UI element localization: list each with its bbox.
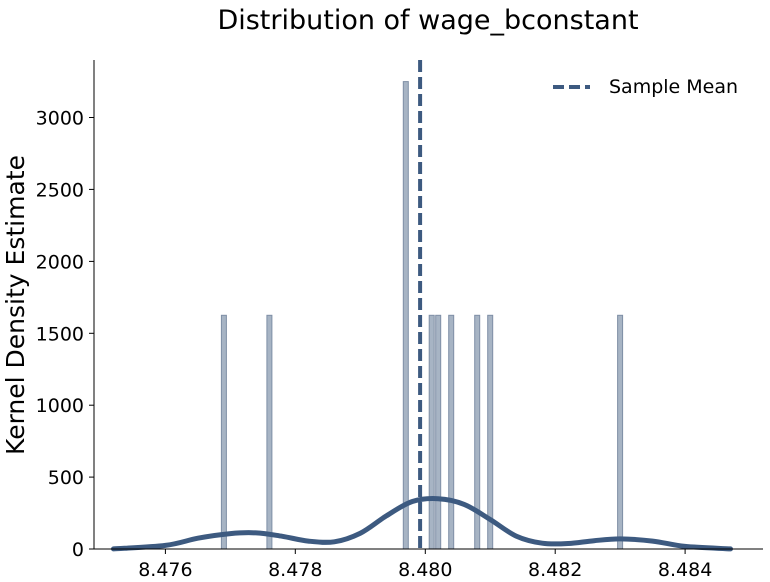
y-tick-label: 2000 bbox=[36, 251, 84, 273]
y-tick-label: 1500 bbox=[36, 323, 84, 345]
histogram-bar-4 bbox=[428, 314, 435, 550]
histogram-bar-8 bbox=[487, 314, 494, 550]
y-tick-label: 500 bbox=[48, 467, 84, 489]
histogram-bar-2 bbox=[266, 314, 273, 550]
legend-label-sample-mean: Sample Mean bbox=[609, 76, 738, 98]
histogram-bar-6 bbox=[448, 314, 455, 550]
histogram-bar-9 bbox=[617, 314, 624, 550]
x-tick-label: 8.482 bbox=[528, 559, 582, 581]
histogram-bar-5 bbox=[435, 314, 442, 550]
kde-series bbox=[111, 496, 733, 552]
x-tick-label: 8.478 bbox=[268, 559, 322, 581]
y-tick-label: 2500 bbox=[36, 179, 84, 201]
x-tick-label: 8.484 bbox=[658, 559, 712, 581]
histogram-bars bbox=[220, 81, 624, 550]
y-tick-label: 0 bbox=[72, 539, 84, 561]
legend: Sample Mean bbox=[553, 76, 738, 98]
histogram-bar-3 bbox=[402, 81, 409, 550]
y-axis-label: Kernel Density Estimate bbox=[1, 155, 30, 455]
x-tick-label: 8.476 bbox=[138, 559, 192, 581]
x-tick-label: 8.480 bbox=[398, 559, 452, 581]
histogram-bar-1 bbox=[220, 314, 227, 550]
chart-title: Distribution of wage_bconstant bbox=[217, 5, 638, 36]
y-tick-label: 1000 bbox=[36, 395, 84, 417]
kde-curve bbox=[111, 496, 733, 552]
y-tick-label: 3000 bbox=[36, 108, 84, 130]
axes: 8.476 8.478 8.480 8.482 8.484 0 500 1000 1500 200… bbox=[36, 60, 763, 581]
